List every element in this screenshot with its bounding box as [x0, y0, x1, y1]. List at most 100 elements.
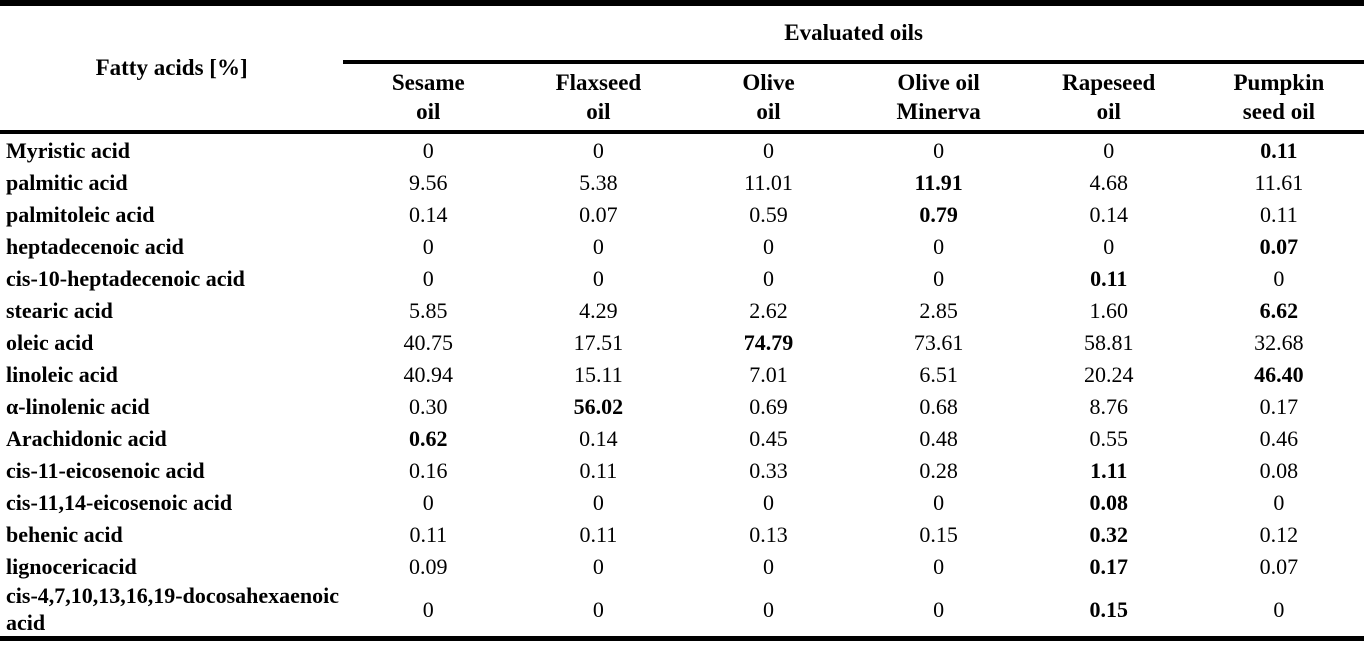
row-label: heptadecenoic acid [6, 233, 184, 259]
value-cell: 11.61 [1254, 169, 1304, 195]
value-cell: 40.94 [403, 361, 454, 387]
row-label: Myristic acid [6, 137, 131, 163]
value-cell: 0.07 [579, 201, 618, 227]
value-cell: 20.24 [1083, 361, 1134, 387]
column-header-line1: Rapeseed [1062, 70, 1156, 95]
value-cell: 0 [422, 489, 434, 515]
table-row: behenic acid 0.11 0.11 0.13 0.15 0.32 0.12 [0, 518, 1364, 550]
value-cell: 0.59 [749, 201, 788, 227]
value-cell: 0.17 [1089, 553, 1128, 579]
value-cell: 4.68 [1089, 169, 1128, 195]
table-header: Fatty acids [%] Evaluated oils Sesame oil… [0, 3, 1364, 134]
value-cell: 0 [592, 265, 604, 291]
column-header-line1: Sesame [391, 70, 465, 95]
value-cell: 0.11 [579, 521, 618, 547]
value-cell: 0.30 [409, 393, 448, 419]
table-row: Arachidonic acid 0.62 0.14 0.45 0.48 0.55 0.46 [0, 422, 1364, 454]
value-cell: 0 [592, 596, 604, 622]
table-row: cis-10-heptadecenoic acid 0 0 0 0 0.11 0 [0, 262, 1364, 294]
value-cell: 40.75 [403, 329, 454, 355]
value-cell: 0 [933, 596, 945, 622]
value-cell: 0.17 [1259, 393, 1299, 419]
value-cell: 0.11 [579, 457, 618, 483]
row-label: lignocericacid [6, 553, 137, 579]
row-label: palmitoleic acid [6, 201, 155, 227]
value-cell: 6.62 [1259, 297, 1299, 323]
table-body: Myristic acid 0 0 0 0 0 0.11 palmitic acid 9.56 5… [0, 132, 1364, 639]
value-cell: 0 [1273, 596, 1285, 622]
column-header-pumpkin-seed-oil: Pumpkin seed oil [1193, 62, 1364, 134]
row-label: cis-10-heptadecenoic acid [6, 265, 245, 291]
value-cell: 0 [763, 265, 774, 291]
value-cell: 0.46 [1259, 425, 1299, 451]
value-cell: 0 [933, 265, 945, 291]
table-row: heptadecenoic acid 0 0 0 0 0 0.07 [0, 230, 1364, 262]
table-row: Myristic acid 0 0 0 0 0 0.11 [0, 132, 1364, 166]
table-row: linoleic acid 40.94 15.11 7.01 6.51 20.24 46.4… [0, 358, 1364, 390]
row-label: oleic acid [6, 329, 94, 355]
value-cell: 0 [763, 489, 774, 515]
value-cell: 0.08 [1089, 489, 1128, 515]
column-header-line1: Flaxseed [555, 70, 642, 95]
value-cell: 0 [592, 233, 604, 259]
table-row: oleic acid 40.75 17.51 74.79 73.61 58.81 32.68 [0, 326, 1364, 358]
table-row: palmitoleic acid 0.14 0.07 0.59 0.79 0.14 0.11 [0, 198, 1364, 230]
value-cell: 0 [1273, 265, 1285, 291]
row-label: cis-11,14-eicosenoic acid [6, 489, 233, 515]
value-cell: 56.02 [573, 393, 624, 419]
value-cell: 2.85 [919, 297, 958, 323]
value-cell: 74.79 [743, 329, 794, 355]
value-cell: 0.14 [409, 201, 448, 227]
value-cell: 0 [422, 233, 434, 259]
value-cell: 0 [422, 137, 434, 163]
column-header-line2: seed oil [1242, 99, 1315, 124]
value-cell: 46.40 [1254, 361, 1304, 387]
table-row: palmitic acid 9.56 5.38 11.01 11.91 4.68 11.61 [0, 166, 1364, 198]
column-header-line2: oil [416, 99, 441, 124]
value-cell: 0.68 [919, 393, 958, 419]
value-cell: 0.13 [749, 521, 788, 547]
value-cell: 0.14 [1089, 201, 1128, 227]
column-header-line1: Olive oil [897, 70, 980, 95]
value-cell: 0.32 [1089, 521, 1128, 547]
group-header-evaluated-oils: Evaluated oils [343, 3, 1364, 64]
table-row: α-linolenic acid 0.30 56.02 0.69 0.68 8.76 0.1… [0, 390, 1364, 422]
column-header-line1: Pumpkin [1233, 70, 1325, 95]
value-cell: 0 [592, 553, 604, 579]
value-cell: 0.11 [409, 521, 448, 547]
value-cell: 1.11 [1090, 457, 1128, 483]
row-label: Arachidonic acid [6, 425, 167, 451]
value-cell: 0.07 [1259, 233, 1299, 259]
value-cell: 5.38 [579, 169, 618, 195]
value-cell: 0.11 [1260, 137, 1298, 163]
column-header-olive-oil-minerva: Olive oil Minerva [853, 62, 1024, 134]
column-header-line2: oil [756, 99, 781, 124]
column-header-sesame-oil: Sesame oil [343, 62, 514, 134]
value-cell: 0 [763, 233, 774, 259]
value-cell: 5.85 [409, 297, 448, 323]
value-cell: 0.69 [749, 393, 788, 419]
value-cell: 0 [763, 596, 774, 622]
value-cell: 0 [763, 553, 774, 579]
table-row: stearic acid 5.85 4.29 2.62 2.85 1.60 6.62 [0, 294, 1364, 326]
value-cell: 0.28 [919, 457, 958, 483]
row-label: palmitic acid [6, 169, 128, 195]
value-cell: 32.68 [1254, 329, 1304, 355]
value-cell: 58.81 [1083, 329, 1134, 355]
column-header-line2: oil [1096, 99, 1121, 124]
value-cell: 15.11 [574, 361, 623, 387]
value-cell: 0 [1273, 489, 1285, 515]
value-cell: 9.56 [409, 169, 448, 195]
row-label: cis-4,7,10,13,16,19-docosahexaenoic acid [6, 583, 340, 635]
column-header-flaxseed-oil: Flaxseed oil [513, 62, 684, 134]
value-cell: 7.01 [749, 361, 788, 387]
value-cell: 0.33 [749, 457, 788, 483]
value-cell: 0.07 [1259, 553, 1299, 579]
value-cell: 0.11 [1260, 201, 1298, 227]
value-cell: 0.16 [409, 457, 448, 483]
value-cell: 0.62 [409, 425, 448, 451]
value-cell: 0 [422, 596, 434, 622]
value-cell: 0 [933, 233, 945, 259]
